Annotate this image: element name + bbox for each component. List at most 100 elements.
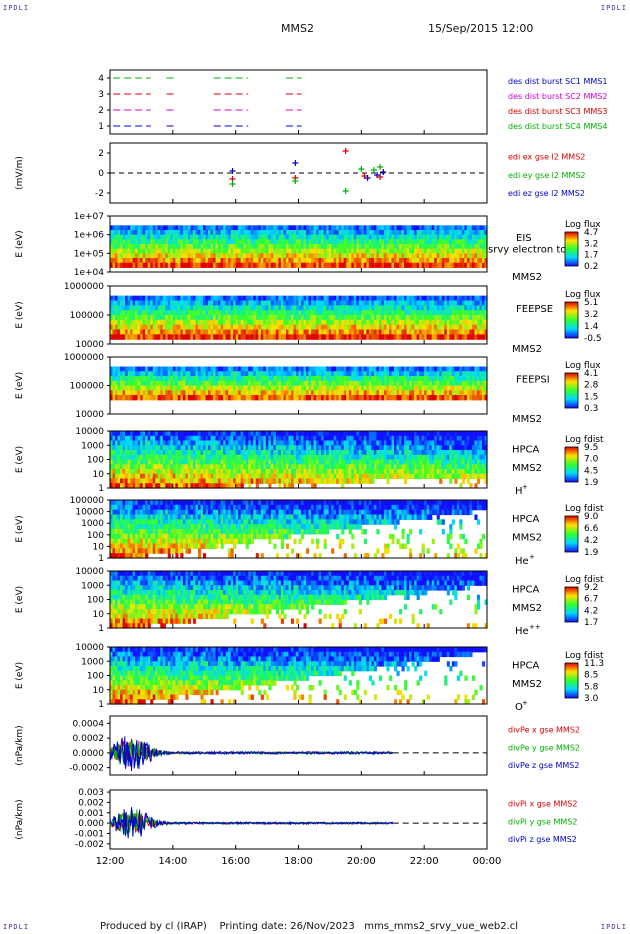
spectrogram-cell bbox=[250, 253, 254, 259]
spectrogram-cell bbox=[288, 329, 292, 335]
spectrogram-cell bbox=[288, 248, 292, 254]
spectrogram-cell bbox=[202, 483, 207, 489]
spectrogram-cell bbox=[147, 464, 151, 470]
spectrogram-cell bbox=[459, 262, 463, 268]
spectrogram-cell bbox=[142, 385, 146, 391]
spectrogram-cell bbox=[170, 329, 174, 335]
spectrogram-cell bbox=[270, 253, 274, 259]
spectrogram-cell bbox=[461, 315, 465, 321]
spectrogram-cell bbox=[177, 244, 181, 250]
spectrogram-cell bbox=[479, 319, 483, 326]
spectrogram-cell bbox=[368, 376, 372, 382]
spectrogram-cell bbox=[401, 234, 405, 240]
spectrogram-cell bbox=[301, 371, 305, 377]
spectrogram-cell bbox=[283, 324, 287, 331]
spectrogram-cell bbox=[235, 445, 239, 451]
spectrogram-cell bbox=[346, 319, 350, 326]
spectrogram-cell bbox=[253, 435, 257, 442]
spectrogram-cell bbox=[255, 244, 259, 250]
spectrogram-cell bbox=[348, 380, 352, 387]
spectrogram-cell bbox=[182, 445, 186, 451]
spectrogram-cell bbox=[295, 248, 300, 254]
spectrogram-cell bbox=[225, 380, 229, 387]
spectrogram-cell bbox=[195, 450, 199, 456]
spectrogram-cell bbox=[275, 469, 279, 475]
spectrogram-cell bbox=[449, 248, 453, 254]
spectrogram-cell bbox=[293, 258, 297, 264]
spectrogram-cell bbox=[238, 230, 242, 236]
spectrogram-cell bbox=[283, 315, 287, 321]
spectrogram-cell bbox=[190, 230, 194, 236]
spectrogram-cell bbox=[456, 310, 460, 316]
spectrogram-cell bbox=[145, 376, 149, 382]
spectrogram-cell bbox=[479, 305, 483, 311]
spectrogram-cell bbox=[336, 244, 340, 250]
spectrogram-cell bbox=[132, 469, 136, 475]
spectrogram-cell bbox=[366, 390, 370, 396]
spectrogram-cell bbox=[358, 366, 362, 372]
spectrogram-cell bbox=[202, 440, 207, 446]
spectrogram-cell bbox=[298, 315, 302, 321]
spectrogram-cell bbox=[336, 454, 340, 461]
spectrogram-cell bbox=[238, 385, 242, 391]
spectrogram-cell bbox=[424, 230, 428, 236]
spectrogram-cell bbox=[170, 454, 174, 461]
spectrogram-cell bbox=[283, 459, 287, 465]
spectrogram-cell bbox=[326, 319, 330, 326]
spectrogram-cell bbox=[110, 450, 114, 456]
spectrogram-cell bbox=[288, 371, 292, 377]
spectrogram-cell bbox=[258, 248, 262, 254]
spectrogram-cell bbox=[280, 234, 285, 240]
spectrogram-cell bbox=[426, 300, 430, 306]
spectrogram-cell bbox=[265, 230, 269, 236]
spectrogram-cell bbox=[155, 395, 159, 401]
spectrogram-cell bbox=[258, 315, 262, 321]
spectrogram-cell bbox=[235, 315, 239, 321]
spectrogram-cell bbox=[165, 371, 169, 377]
spectrogram-cell bbox=[190, 440, 194, 446]
spectrogram-cell bbox=[464, 329, 468, 335]
spectrogram-cell bbox=[290, 315, 295, 321]
spectrogram-cell bbox=[223, 390, 227, 396]
spectrogram-cell bbox=[135, 315, 139, 321]
spectrogram-cell bbox=[343, 310, 347, 316]
spectrogram-cell bbox=[336, 234, 340, 240]
spectrogram-cell bbox=[268, 234, 272, 240]
spectrogram-cell bbox=[233, 380, 237, 387]
spectrogram-cell bbox=[474, 376, 478, 382]
spectrogram-cell bbox=[270, 473, 274, 480]
spectrogram-cell bbox=[348, 395, 352, 401]
spectrogram-cell bbox=[456, 225, 460, 231]
spectrogram-cell bbox=[348, 234, 352, 240]
spectrogram-cell bbox=[346, 310, 350, 316]
spectrogram-cell bbox=[303, 244, 307, 250]
spectrogram-cell bbox=[192, 459, 197, 465]
spectrogram-cell bbox=[157, 473, 161, 480]
spectrogram-cell bbox=[268, 459, 272, 465]
spectrogram-cell bbox=[180, 390, 184, 396]
spectrogram-cell bbox=[223, 385, 227, 391]
spectrogram-cell bbox=[331, 253, 335, 259]
spectrogram-cell bbox=[461, 385, 465, 391]
spectrogram-cell bbox=[391, 225, 395, 231]
spectrogram-cell bbox=[172, 329, 176, 335]
spectrogram-cell bbox=[421, 253, 425, 259]
spectrogram-cell bbox=[411, 234, 415, 240]
spectrogram-cell bbox=[446, 239, 450, 245]
spectrogram-cell bbox=[125, 483, 129, 489]
spectrogram-cell bbox=[348, 262, 352, 268]
spectrogram-cell bbox=[368, 395, 372, 401]
spectrogram-cell bbox=[295, 450, 300, 456]
spectrogram-cell bbox=[208, 483, 212, 489]
spectrogram-cell bbox=[233, 395, 237, 401]
spectrogram-cell bbox=[140, 366, 144, 372]
spectrogram-cell bbox=[253, 371, 257, 377]
spectrogram-cell bbox=[255, 300, 259, 306]
spectrogram-cell bbox=[338, 478, 342, 484]
spectrogram-cell bbox=[160, 440, 164, 446]
spectrogram-cell bbox=[155, 440, 159, 446]
spectrogram-cell bbox=[333, 258, 337, 264]
spectrogram-cell bbox=[235, 390, 239, 396]
spectrogram-cell bbox=[250, 450, 254, 456]
spectrogram-cell bbox=[336, 390, 340, 396]
